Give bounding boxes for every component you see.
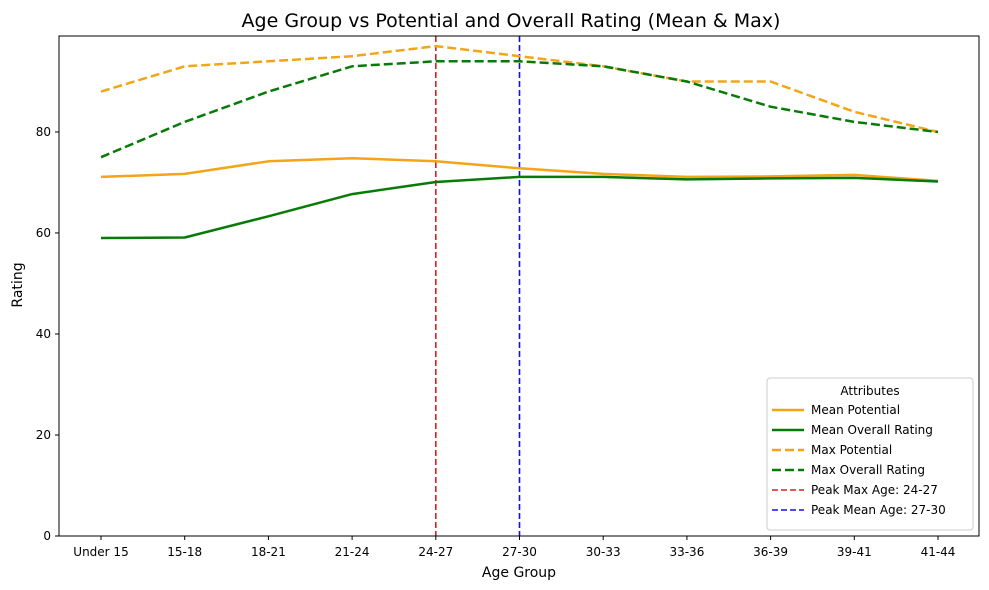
y-tick-label: 0 <box>43 529 51 543</box>
x-tick-label: 33-36 <box>669 545 704 559</box>
y-tick-label: 80 <box>36 125 51 139</box>
x-axis-label: Age Group <box>482 565 556 581</box>
x-tick-label: 24-27 <box>418 545 453 559</box>
x-tick-label: 15-18 <box>167 545 202 559</box>
legend-entry-label: Mean Overall Rating <box>811 423 933 437</box>
legend-entry-label: Max Potential <box>811 443 892 457</box>
legend-entry-label: Max Overall Rating <box>811 463 925 477</box>
x-tick-label: 27-30 <box>502 545 537 559</box>
x-tick-label: 36-39 <box>753 545 788 559</box>
legend-entry-label: Mean Potential <box>811 403 900 417</box>
x-tick-label: 41-44 <box>921 545 956 559</box>
legend: Attributes Mean Potential Mean Overall Rat… <box>766 377 974 531</box>
y-tick-label: 20 <box>36 428 51 442</box>
x-tick-label: 39-41 <box>837 545 872 559</box>
legend-entry-label: Peak Mean Age: 27-30 <box>811 503 946 517</box>
legend-box <box>766 377 974 531</box>
x-tick-label: Under 15 <box>73 545 128 559</box>
chart-title: Age Group vs Potential and Overall Ratin… <box>242 10 781 32</box>
x-tick-label: 21-24 <box>335 545 370 559</box>
legend-entry-label: Peak Max Age: 24-27 <box>811 483 938 497</box>
y-tick-label: 60 <box>36 226 51 240</box>
legend-title: Attributes <box>840 384 899 398</box>
y-tick-label: 40 <box>36 327 51 341</box>
y-axis-label: Rating <box>10 262 26 307</box>
x-tick-label: 30-33 <box>586 545 621 559</box>
x-tick-label: 18-21 <box>251 545 286 559</box>
